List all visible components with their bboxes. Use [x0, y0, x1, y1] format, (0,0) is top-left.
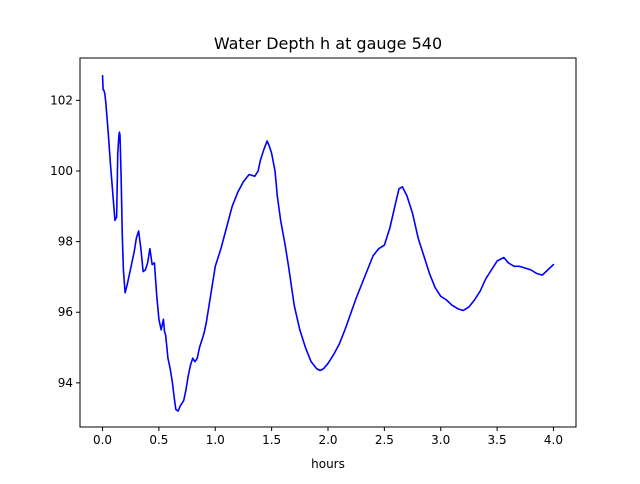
x-tick-label: 3.5: [488, 433, 507, 447]
x-tick-label: 0.5: [149, 433, 168, 447]
x-tick-label: 1.5: [262, 433, 281, 447]
x-tick-label: 4.0: [544, 433, 563, 447]
y-tick-label: 94: [58, 376, 73, 390]
chart-title: Water Depth h at gauge 540: [214, 34, 442, 53]
x-tick-label: 3.0: [431, 433, 450, 447]
y-tick-label: 100: [50, 164, 73, 178]
y-tick-label: 96: [58, 305, 73, 319]
x-axis-label: hours: [311, 457, 345, 471]
y-axis: 94 96 98 100 102: [50, 93, 80, 390]
y-tick-label: 102: [50, 93, 73, 107]
x-tick-label: 1.0: [206, 433, 225, 447]
x-tick-label: 2.5: [375, 433, 394, 447]
y-tick-label: 98: [58, 235, 73, 249]
x-axis: 0.0 0.5 1.0 1.5 2.0 2.5 3.0 3.5 4.0: [93, 427, 563, 447]
x-tick-label: 0.0: [93, 433, 112, 447]
x-tick-label: 2.0: [318, 433, 337, 447]
series-line-0: [101, 74, 555, 412]
